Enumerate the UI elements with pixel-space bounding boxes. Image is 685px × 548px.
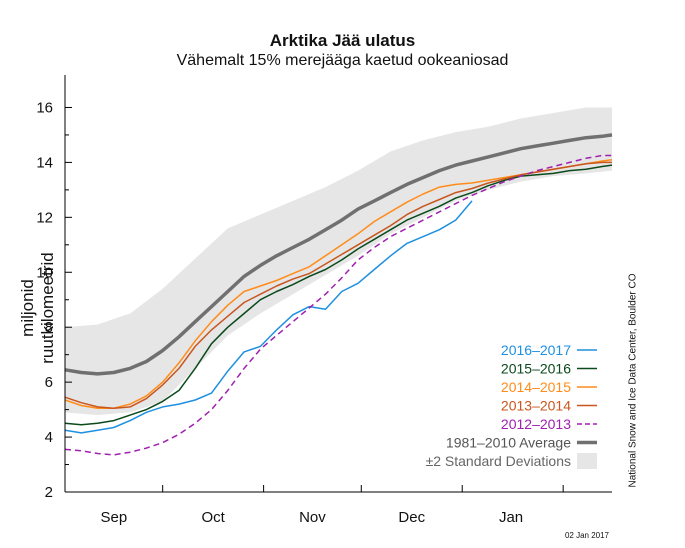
x-tick-label-Sep: Sep [100, 509, 127, 526]
legend-label-2012–2013: 2012–2013 [501, 416, 571, 432]
y-tick-label: 4 [45, 429, 53, 446]
y-tick-label: 16 [36, 99, 53, 116]
series-line-2015–2016 [64, 164, 613, 426]
legend-label-2015–2016: 2015–2016 [501, 361, 571, 377]
x-tick-label-Dec: Dec [398, 509, 425, 526]
series-line-2013–2014 [64, 161, 612, 409]
y-tick-label: 12 [36, 209, 53, 226]
y-tick-label: 10 [36, 264, 53, 281]
legend-label-1981–2010 Average: 1981–2010 Average [446, 435, 571, 451]
y-tick-label: 14 [36, 154, 53, 171]
x-tick-label-Jan: Jan [499, 509, 523, 526]
series-line-1981–2010 Average [64, 133, 613, 376]
y-tick-label: 6 [45, 374, 53, 391]
legend-label-2016–2017: 2016–2017 [501, 342, 571, 358]
date-label: 02 Jan 2017 [564, 531, 609, 540]
series-line-2016–2017 [64, 200, 473, 434]
y-tick-label: 2 [45, 484, 53, 501]
legend-label-2014–2015: 2014–2015 [501, 379, 571, 395]
x-tick-label-Nov: Nov [299, 509, 326, 526]
chart-subtitle: Vähemalt 15% merejääga kaetud ookeaniosa… [176, 52, 509, 69]
chart-title: Arktika Jää ulatus [269, 31, 416, 50]
legend-swatch-±2 Standard Deviations [577, 453, 597, 469]
legend-label-2013–2014: 2013–2014 [501, 398, 571, 414]
x-tick-label-Oct: Oct [201, 509, 225, 526]
legend-label-±2 Standard Deviations: ±2 Standard Deviations [426, 453, 571, 469]
y-tick-label: 8 [45, 319, 53, 336]
series-line-2012–2013 [64, 154, 612, 456]
